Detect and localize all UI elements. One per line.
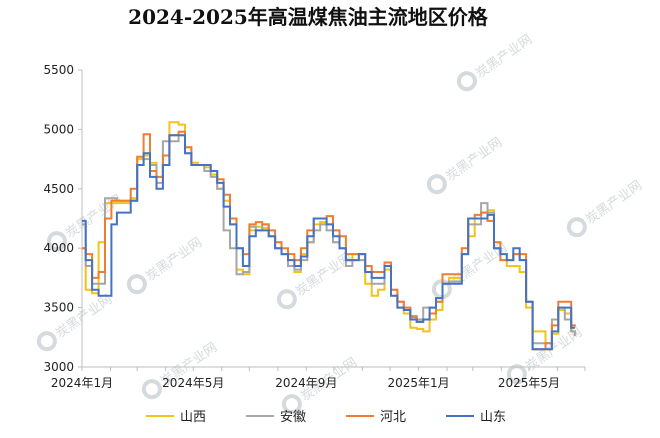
watermark-logo-icon [566, 217, 587, 238]
watermark-logo-icon [46, 231, 67, 252]
watermark-logo-icon [456, 71, 477, 92]
watermark-text: 炭黑产业网 [443, 135, 505, 185]
watermark-layer: 炭黑产业网 炭黑产业网炭黑产业网炭黑产业网炭黑产业网炭黑产业网炭黑产业网炭黑产业网… [36, 32, 645, 415]
series-line-安徽 [82, 134, 576, 345]
chart-title: 2024-2025年高温煤焦油主流地区价格 [128, 5, 489, 29]
legend-label: 河北 [380, 410, 406, 425]
x-tick-label: 2025年5月 [498, 376, 560, 390]
y-tick-label: 5000 [43, 122, 74, 136]
legend-item: 山东 [446, 410, 506, 425]
watermark-logo-icon [126, 274, 147, 295]
x-tick-label: 2024年5月 [162, 376, 224, 390]
y-tick-label: 4000 [43, 241, 74, 255]
watermark-logo-icon [141, 379, 162, 400]
legend-label: 山西 [180, 410, 206, 425]
legend: 山西 安徽 河北 山东 [146, 410, 506, 425]
watermark: 炭黑产业网 [126, 235, 205, 295]
watermark-logo-icon [506, 364, 527, 385]
x-tick-label: 2024年9月 [275, 376, 337, 390]
y-tick-label: 5500 [43, 63, 74, 77]
watermark-text: 炭黑产业网 [473, 32, 535, 82]
watermark-logo-icon [426, 174, 447, 195]
watermark: 炭黑产业网 [141, 340, 220, 400]
legend-item: 安徽 [246, 410, 306, 425]
x-axis: 2024年1月 2024年5月 2024年9月 2025年1月 2025年5月 [51, 367, 586, 390]
watermark-text: 炭黑产业网 [53, 292, 115, 342]
legend-label: 安徽 [280, 410, 306, 425]
watermark-logo-icon [36, 331, 57, 352]
watermark: 炭黑产业网 [566, 178, 645, 238]
watermark-text: 炭黑产业网 [63, 192, 125, 242]
watermark-text: 炭黑产业网 [143, 235, 205, 285]
series-layer [82, 121, 576, 351]
series-line-山西 [82, 121, 576, 351]
y-tick-label: 4500 [43, 182, 74, 196]
x-tick-label: 2024年1月 [51, 376, 113, 390]
y-tick-label: 3500 [43, 301, 74, 315]
legend-label: 山东 [480, 410, 506, 425]
series-line-山东 [82, 134, 575, 351]
watermark: 炭黑产业网 [456, 32, 535, 92]
y-tick-label: 3000 [43, 360, 74, 374]
watermark: 炭黑产业网 [426, 135, 505, 195]
series-line-河北 [82, 130, 576, 351]
legend-item: 河北 [346, 410, 406, 425]
watermark-logo-icon [276, 289, 297, 310]
y-axis: 3000 3500 4000 4500 5000 5500 [43, 63, 82, 374]
watermark-logo-icon [281, 394, 302, 415]
watermark-text: 炭黑产业网 [583, 178, 645, 228]
x-tick-label: 2025年1月 [387, 376, 449, 390]
legend-item: 山西 [146, 410, 206, 425]
